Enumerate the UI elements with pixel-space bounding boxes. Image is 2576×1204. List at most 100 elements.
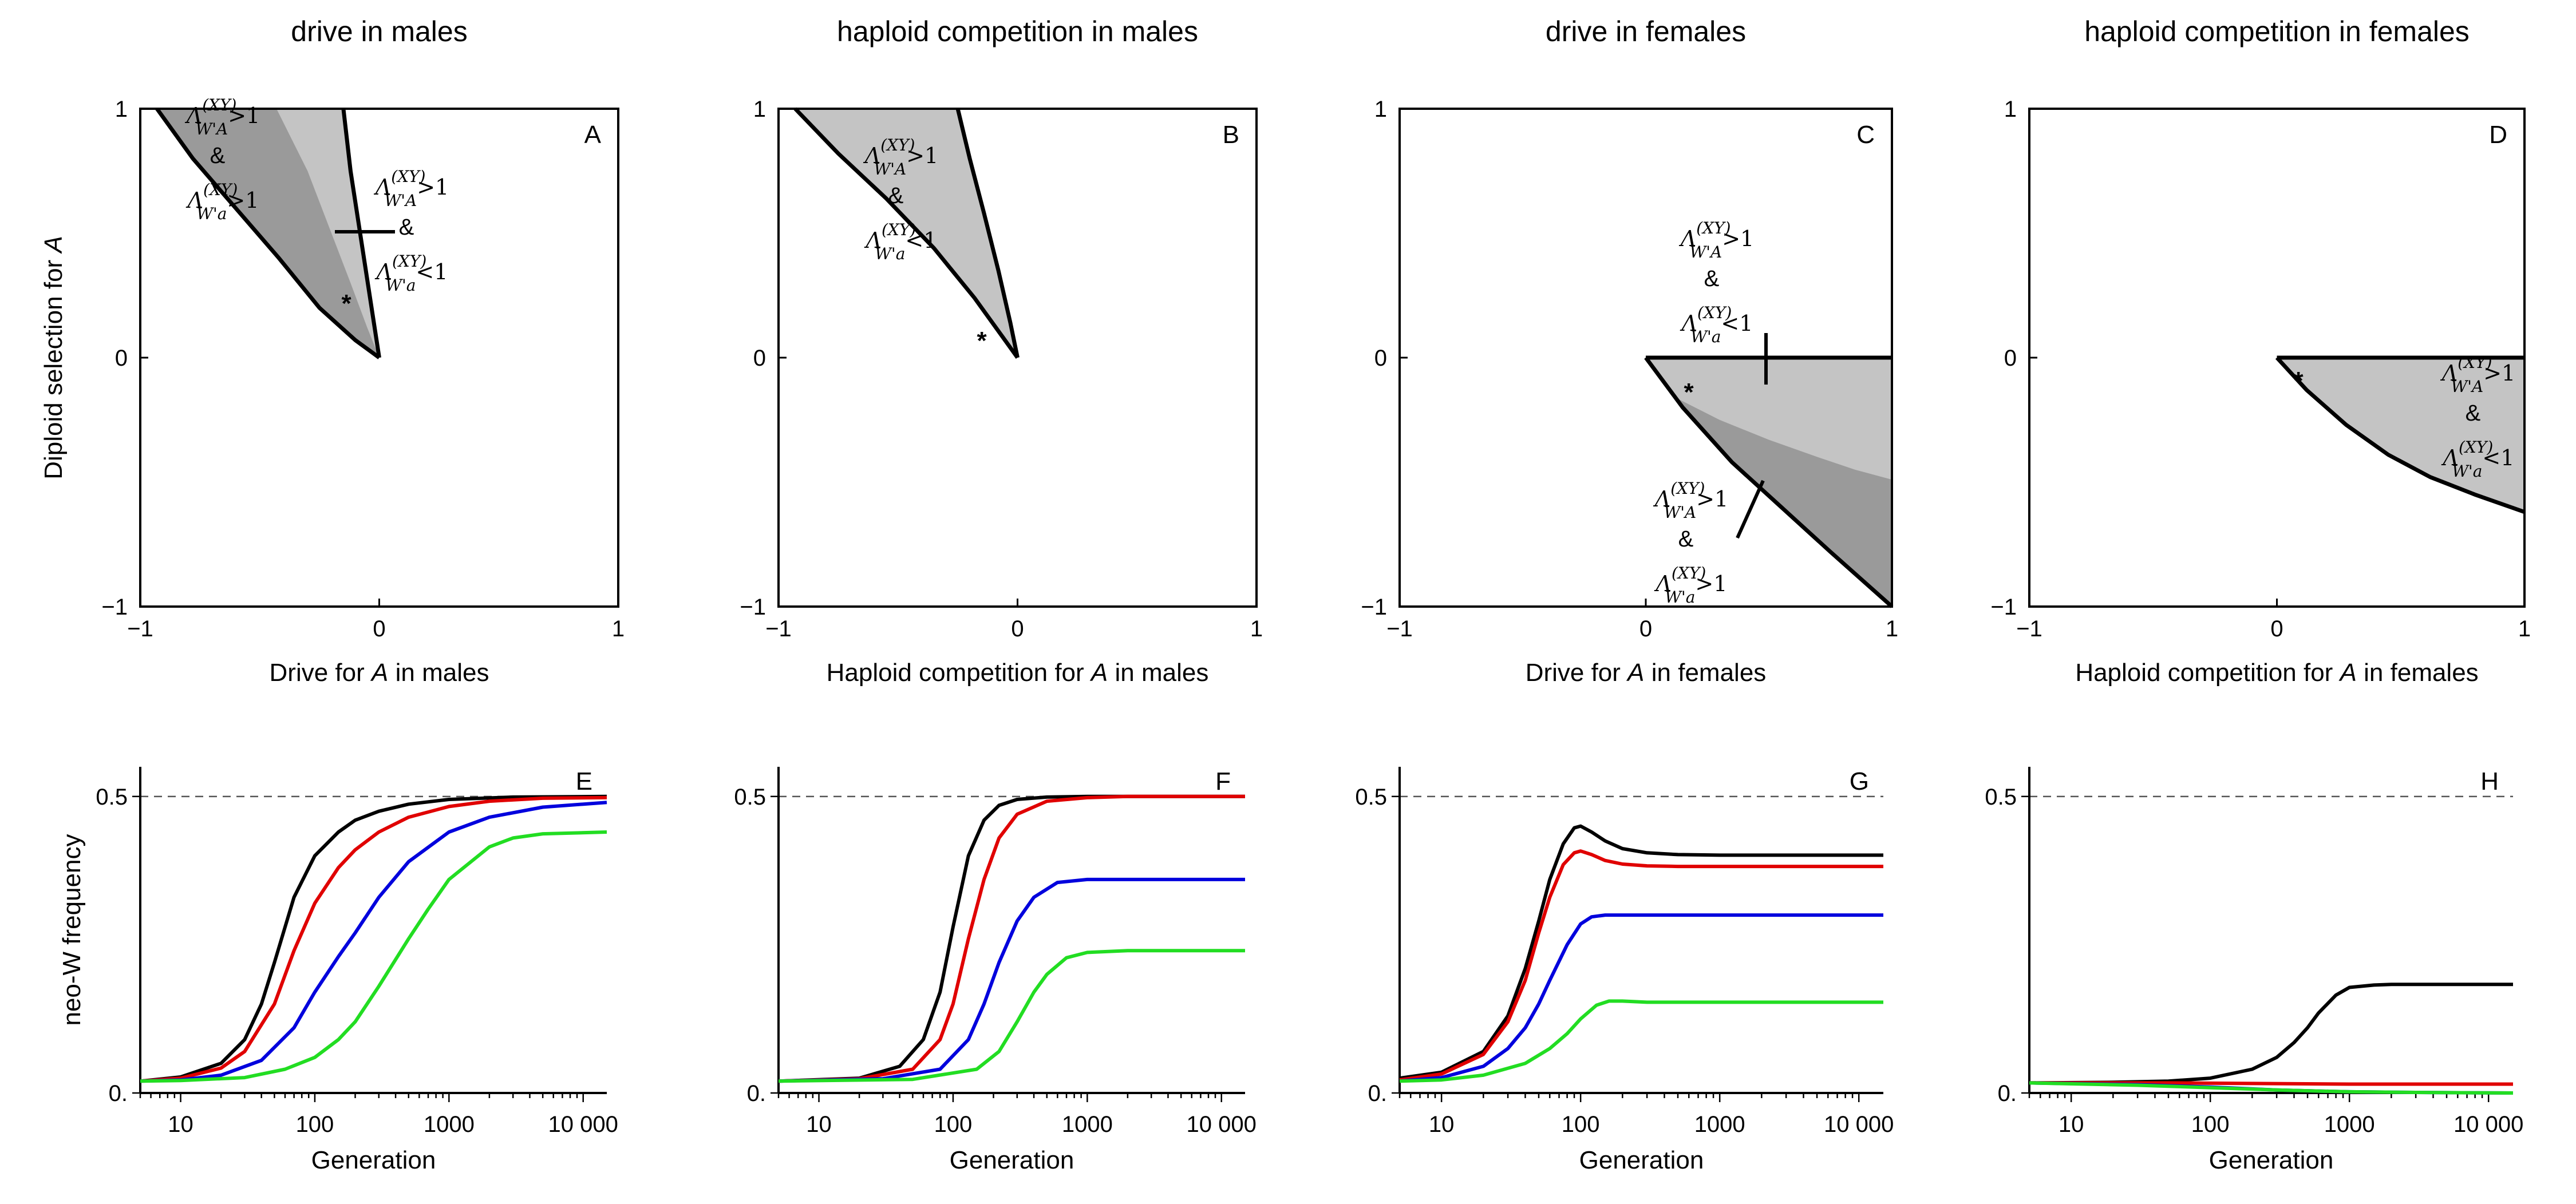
ampersand: & xyxy=(210,143,226,168)
marker-star: * xyxy=(2293,367,2304,395)
series-line-4 xyxy=(2029,1081,2514,1095)
x-tick-label: 1000 xyxy=(2324,1112,2375,1137)
region-boundary xyxy=(1644,356,1894,608)
condition-annotation: Λ(XY) W'A>1 & Λ(XY) W'a>1 xyxy=(185,96,260,223)
y-tick-label: 0 xyxy=(2004,346,2017,371)
lambda-condition: Λ(XY) W'A>1 xyxy=(374,167,449,210)
x-tick-label: 0 xyxy=(2270,616,2283,641)
series-line-2 xyxy=(140,795,607,1083)
series-line-2 xyxy=(1399,849,1883,1082)
panel-title: haploid competition in females xyxy=(2084,15,2470,47)
x-axis-label: Drive for A in males xyxy=(270,659,489,687)
series-line-1 xyxy=(2029,983,2513,1085)
y-tick-label: 1 xyxy=(753,97,766,122)
y-tick-label: −1 xyxy=(1990,595,2017,620)
region-dark xyxy=(1646,358,1892,607)
panel-label: B xyxy=(1223,121,1239,149)
x-tick-label: 10 000 xyxy=(548,1112,618,1137)
region-light xyxy=(2277,358,2524,512)
y-tick-label: 0. xyxy=(747,1081,766,1106)
series-line-4 xyxy=(778,949,1245,1083)
y-tick-label: 0.5 xyxy=(1355,785,1387,810)
x-tick-label: 1000 xyxy=(424,1112,475,1137)
region-boundary xyxy=(2275,356,2526,514)
series-line-1 xyxy=(1399,824,1883,1080)
y-axis-label: Diploid selection for A xyxy=(39,236,68,480)
lambda-condition: Λ(XY) W'A>1 xyxy=(863,136,938,179)
y-tick-label: −1 xyxy=(101,595,128,620)
y-tick-label: 1 xyxy=(1374,97,1387,122)
x-tick-label: 10 xyxy=(168,1112,193,1137)
region-boundary xyxy=(155,107,381,359)
y-tick-label: 0.5 xyxy=(1985,785,2017,810)
panel-label: E xyxy=(576,767,592,795)
x-axis-label: Haploid competition for A in females xyxy=(2075,659,2478,687)
x-axis-label: Drive for A in females xyxy=(1526,659,1767,687)
series-line-4 xyxy=(140,830,607,1083)
lambda-condition: Λ(XY) W'a>1 xyxy=(186,180,259,223)
x-tick-label: −1 xyxy=(127,616,153,641)
x-tick-label: 10 000 xyxy=(1187,1112,1257,1137)
series-line-3 xyxy=(778,877,1245,1083)
lambda-condition: Λ(XY) W'a<1 xyxy=(2441,438,2515,481)
y-tick-label: −1 xyxy=(1361,595,1387,620)
panel-label: C xyxy=(1856,121,1875,149)
x-tick-label: 100 xyxy=(2191,1112,2230,1137)
x-tick-label: 0 xyxy=(1011,616,1024,641)
x-tick-label: 0 xyxy=(1639,616,1652,641)
y-tick-label: 0.5 xyxy=(734,785,766,810)
series-line-4 xyxy=(1399,999,1883,1083)
panel-title: drive in females xyxy=(1546,15,1746,47)
y-tick-label: 0. xyxy=(109,1081,128,1106)
y-tick-label: −1 xyxy=(740,595,766,620)
series-line-2 xyxy=(778,794,1245,1083)
lambda-condition: Λ(XY) W'A>1 xyxy=(1679,219,1754,262)
y-tick-label: 1 xyxy=(2004,97,2017,122)
y-tick-label: 0 xyxy=(1374,346,1387,371)
condition-annotation: Λ(XY) W'A>1 & Λ(XY) W'a<1 xyxy=(1679,219,1754,346)
marker-star: * xyxy=(341,290,351,318)
region-boundary xyxy=(793,107,1020,359)
lambda-condition: Λ(XY) W'a>1 xyxy=(1654,564,1728,607)
panel-label: D xyxy=(2489,121,2507,149)
x-tick-label: −1 xyxy=(2016,616,2042,641)
panel-f: 10 100 1000 10 000 0. 0.5 F Generation xyxy=(734,767,1257,1174)
panel-label: H xyxy=(2480,767,2499,795)
x-tick-label: 10 xyxy=(2059,1112,2084,1137)
y-tick-label: 0. xyxy=(1998,1081,2017,1106)
x-tick-label: 1000 xyxy=(1062,1112,1113,1137)
x-axis-label: Generation xyxy=(2209,1146,2334,1174)
x-tick-label: 10 000 xyxy=(1824,1112,1894,1137)
marker-star: * xyxy=(977,327,987,355)
panel-label: F xyxy=(1215,767,1231,795)
x-tick-label: 0 xyxy=(373,616,385,641)
x-tick-label: 1 xyxy=(2518,616,2531,641)
y-tick-label: 0. xyxy=(1368,1081,1387,1106)
x-axis-label: Haploid competition for A in males xyxy=(827,659,1209,687)
y-tick-label: 1 xyxy=(115,97,128,122)
x-tick-label: −1 xyxy=(1386,616,1413,641)
series-line-3 xyxy=(140,801,607,1083)
y-tick-label: 0.5 xyxy=(96,785,128,810)
panel-title: haploid competition in males xyxy=(837,15,1198,47)
x-tick-label: 10 xyxy=(1429,1112,1455,1137)
series-line-1 xyxy=(778,794,1245,1083)
lambda-condition: Λ(XY) W'A>1 xyxy=(185,96,260,138)
panel-b: haploid competition in males −1−1 0 0 1 1 B Hap… xyxy=(740,15,1263,687)
x-tick-label: −1 xyxy=(765,616,792,641)
panel-h: 10 100 1000 10 000 0. 0.5 H Generation xyxy=(1985,767,2523,1174)
x-tick-label: 10 000 xyxy=(2453,1112,2523,1137)
panel-d: haploid competition in females −1−1 0 0 1 1 D H… xyxy=(1990,15,2531,687)
x-tick-label: 1 xyxy=(612,616,625,641)
condition-annotation: Λ(XY) W'A>1 & Λ(XY) W'a<1 xyxy=(863,136,938,263)
condition-annotation: Λ(XY) W'A>1 & Λ(XY) W'a<1 xyxy=(374,167,449,295)
x-tick-label: 10 xyxy=(806,1112,832,1137)
lambda-condition: Λ(XY) W'a<1 xyxy=(1680,303,1753,346)
y-axis-label: neo-W frequency xyxy=(58,834,86,1025)
x-axis-label: Generation xyxy=(1579,1146,1704,1174)
panel-label: G xyxy=(1850,767,1869,795)
panel-a: drive in males −1−1 0 0 1 1 A Drive for A in ma… xyxy=(39,15,625,687)
ampersand: & xyxy=(399,215,414,240)
condition-annotation: Λ(XY) W'A>1 & Λ(XY) W'a>1 xyxy=(1653,479,1728,607)
